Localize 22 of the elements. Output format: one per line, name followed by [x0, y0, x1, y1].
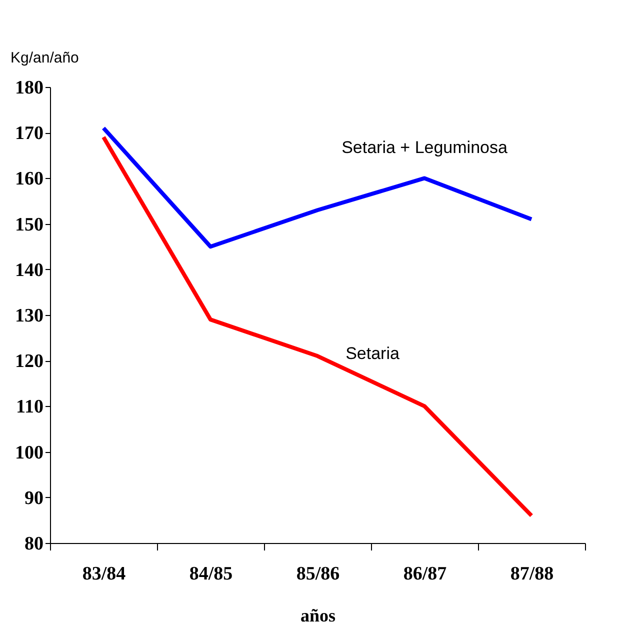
x-tick-label: 85/86	[296, 564, 340, 584]
x-axis-title: años	[300, 606, 336, 626]
x-tick-label: 87/88	[510, 564, 554, 584]
y-tick-label: 110	[16, 396, 44, 418]
y-tick-label: 130	[15, 306, 44, 326]
y-tick-label: 160	[15, 168, 44, 190]
y-tick-label: 170	[15, 123, 44, 144]
y-tick-label: 120	[15, 351, 44, 372]
y-tick-label: 180	[15, 78, 44, 98]
series-label: Setaria + Leguminosa	[342, 138, 508, 158]
y-tick-label: 140	[15, 260, 44, 281]
x-tick-label: 83/84	[82, 564, 126, 584]
y-tick-label: 100	[15, 442, 44, 464]
series-label: Setaria	[346, 344, 400, 364]
y-tick-label: 90	[24, 488, 44, 509]
y-axis-title: Kg/an/año	[10, 50, 79, 66]
y-tick-label: 80	[24, 534, 44, 554]
x-tick-label: 86/87	[403, 564, 448, 584]
line-series	[102, 135, 534, 518]
x-tick-label: 84/85	[189, 564, 233, 584]
line-series	[102, 126, 534, 249]
y-tick-label: 150	[15, 214, 44, 236]
